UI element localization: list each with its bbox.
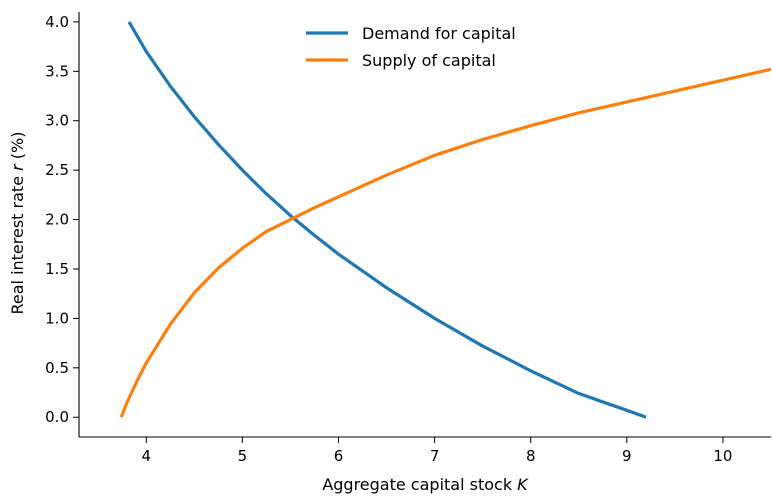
y-axis: 0.0 0.5 1.0 1.5 2.0 2.5 3.0 3.5 4.0	[45, 13, 79, 426]
x-tick-label: 9	[622, 447, 632, 465]
series-line-supply	[119, 67, 771, 418]
y-tick-label: 3.0	[45, 112, 69, 130]
x-axis-label-text: Aggregate capital stock	[322, 475, 517, 494]
plot-area	[78, 12, 771, 438]
y-tick-label: 0.0	[45, 408, 69, 426]
x-tick-label: 6	[334, 447, 344, 465]
legend-label-supply: Supply of capital	[362, 51, 496, 70]
y-tick-label: 2.5	[45, 161, 69, 179]
series-layer	[119, 21, 771, 419]
series-line-demand	[127, 21, 647, 419]
x-axis: 4 5 6 7 8 9 10	[142, 437, 732, 465]
legend: Demand for capital Supply of capital	[306, 24, 516, 70]
y-tick-label: 3.5	[45, 62, 69, 80]
y-tick-label: 4.0	[45, 13, 69, 31]
y-axis-label-symbol: r	[8, 163, 27, 171]
legend-label-demand: Demand for capital	[362, 24, 516, 43]
y-tick-label: 1.5	[45, 260, 69, 278]
x-axis-label-symbol: K	[517, 475, 529, 494]
y-tick-label: 2.0	[45, 211, 69, 229]
x-tick-label: 5	[238, 447, 248, 465]
x-tick-label: 10	[713, 447, 732, 465]
y-axis-label: Real interest rate r (%)	[8, 132, 27, 315]
y-tick-label: 0.5	[45, 359, 69, 377]
x-tick-label: 4	[142, 447, 152, 465]
y-tick-label: 1.0	[45, 309, 69, 327]
x-tick-label: 7	[430, 447, 440, 465]
y-axis-label-unit: (%)	[8, 132, 27, 165]
x-axis-label: Aggregate capital stock K	[322, 475, 529, 494]
y-axis-label-text: Real interest rate	[8, 171, 27, 315]
x-tick-label: 8	[526, 447, 536, 465]
